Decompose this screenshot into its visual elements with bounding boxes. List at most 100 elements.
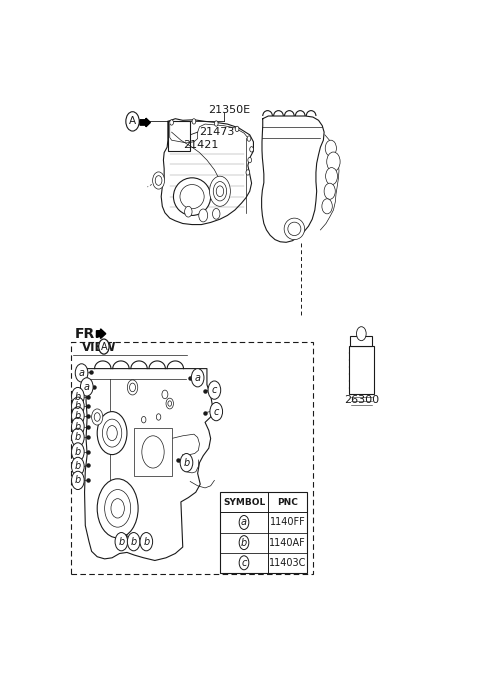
Circle shape bbox=[126, 112, 139, 131]
Text: a: a bbox=[79, 368, 84, 378]
Bar bbox=[220, 492, 307, 573]
Text: c: c bbox=[212, 385, 217, 395]
Text: 21350E: 21350E bbox=[208, 105, 251, 114]
Circle shape bbox=[357, 327, 366, 341]
Bar bbox=[348, 346, 374, 394]
Circle shape bbox=[127, 533, 140, 551]
Text: 11403C: 11403C bbox=[269, 558, 306, 567]
Ellipse shape bbox=[284, 218, 305, 239]
Circle shape bbox=[213, 181, 227, 201]
Circle shape bbox=[239, 556, 249, 570]
Circle shape bbox=[102, 419, 122, 447]
Circle shape bbox=[97, 412, 127, 454]
Circle shape bbox=[210, 176, 230, 207]
Text: b: b bbox=[75, 401, 81, 411]
Text: b: b bbox=[143, 537, 149, 547]
Circle shape bbox=[115, 533, 128, 551]
Circle shape bbox=[162, 390, 168, 399]
Circle shape bbox=[140, 533, 153, 551]
Text: 1140AF: 1140AF bbox=[269, 537, 306, 548]
Circle shape bbox=[239, 535, 249, 549]
Circle shape bbox=[216, 186, 224, 197]
Circle shape bbox=[166, 398, 173, 409]
Bar bbox=[168, 121, 190, 151]
Circle shape bbox=[127, 380, 138, 395]
Circle shape bbox=[250, 147, 253, 152]
Circle shape bbox=[210, 403, 223, 421]
Circle shape bbox=[130, 383, 135, 392]
Circle shape bbox=[192, 119, 196, 124]
Text: a: a bbox=[84, 382, 90, 392]
Text: c: c bbox=[241, 558, 247, 567]
Text: 21473: 21473 bbox=[200, 127, 235, 137]
Text: SYMBOL: SYMBOL bbox=[223, 498, 265, 507]
Circle shape bbox=[99, 339, 109, 354]
Text: b: b bbox=[75, 475, 81, 485]
Ellipse shape bbox=[180, 184, 204, 209]
Bar bbox=[350, 336, 372, 346]
Text: A: A bbox=[129, 117, 136, 126]
Circle shape bbox=[72, 443, 84, 461]
Circle shape bbox=[235, 126, 239, 132]
Circle shape bbox=[239, 516, 249, 530]
Circle shape bbox=[327, 152, 340, 172]
Circle shape bbox=[324, 183, 335, 200]
Circle shape bbox=[322, 199, 332, 214]
Text: b: b bbox=[118, 537, 124, 547]
Text: 21421: 21421 bbox=[183, 140, 218, 150]
Text: b: b bbox=[183, 458, 190, 468]
Circle shape bbox=[72, 407, 84, 425]
FancyArrow shape bbox=[96, 329, 106, 339]
Text: c: c bbox=[214, 407, 219, 417]
Circle shape bbox=[246, 170, 250, 175]
Ellipse shape bbox=[288, 222, 301, 236]
Circle shape bbox=[185, 207, 192, 217]
Text: b: b bbox=[75, 447, 81, 457]
Text: b: b bbox=[75, 411, 81, 421]
Text: PNC: PNC bbox=[277, 498, 298, 507]
Circle shape bbox=[111, 498, 124, 518]
Text: a: a bbox=[241, 517, 247, 528]
Circle shape bbox=[199, 209, 208, 222]
Circle shape bbox=[213, 209, 220, 219]
Circle shape bbox=[72, 457, 84, 475]
Circle shape bbox=[94, 413, 100, 422]
Circle shape bbox=[92, 409, 103, 425]
Circle shape bbox=[72, 471, 84, 489]
Circle shape bbox=[155, 176, 162, 186]
Bar bbox=[134, 428, 172, 476]
Text: VIEW: VIEW bbox=[83, 341, 117, 354]
Circle shape bbox=[156, 414, 161, 420]
Text: b: b bbox=[75, 432, 81, 443]
Bar bbox=[71, 342, 313, 574]
Circle shape bbox=[247, 136, 251, 141]
Text: 26300: 26300 bbox=[344, 395, 379, 405]
Circle shape bbox=[215, 121, 218, 126]
Text: b: b bbox=[75, 392, 81, 401]
Circle shape bbox=[180, 454, 193, 472]
Circle shape bbox=[72, 417, 84, 436]
Circle shape bbox=[248, 157, 252, 163]
Circle shape bbox=[192, 369, 204, 387]
Text: b: b bbox=[241, 537, 247, 548]
Text: FR.: FR. bbox=[75, 327, 101, 341]
Circle shape bbox=[72, 397, 84, 415]
Circle shape bbox=[153, 172, 165, 189]
Text: b: b bbox=[131, 537, 137, 547]
Circle shape bbox=[72, 429, 84, 447]
Circle shape bbox=[142, 417, 146, 423]
Circle shape bbox=[105, 489, 131, 527]
Circle shape bbox=[168, 401, 172, 406]
Circle shape bbox=[107, 426, 117, 440]
Circle shape bbox=[81, 378, 93, 396]
Circle shape bbox=[72, 387, 84, 406]
Circle shape bbox=[208, 381, 221, 399]
Text: b: b bbox=[75, 422, 81, 431]
Circle shape bbox=[325, 168, 337, 185]
Circle shape bbox=[75, 364, 88, 382]
Ellipse shape bbox=[173, 178, 211, 216]
Circle shape bbox=[97, 479, 138, 538]
Text: b: b bbox=[75, 461, 81, 471]
Text: 1140FF: 1140FF bbox=[270, 517, 306, 528]
Circle shape bbox=[142, 436, 164, 468]
